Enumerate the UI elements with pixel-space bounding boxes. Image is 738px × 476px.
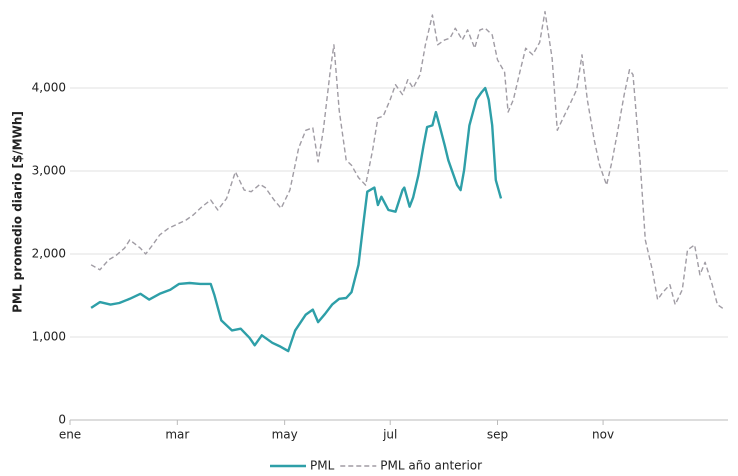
x-tick-label: jul <box>382 428 397 442</box>
x-tick-label: may <box>272 428 298 442</box>
y-tick-label: 0 <box>58 413 66 427</box>
x-tick-label: sep <box>487 428 508 442</box>
x-tick-label: ene <box>59 428 81 442</box>
y-axis-label: PML promedio diario [$/MWh] <box>11 111 25 313</box>
legend-label: PML año anterior <box>380 459 482 473</box>
legend-label: PML <box>310 459 335 473</box>
y-tick-label: 4,000 <box>32 81 66 95</box>
series-line <box>90 86 503 353</box>
y-tick-label: 3,000 <box>32 164 66 178</box>
series-line <box>90 10 725 311</box>
y-tick-label: 1,000 <box>32 330 66 344</box>
x-tick-label: nov <box>592 428 614 442</box>
y-tick-label: 2,000 <box>32 247 66 261</box>
x-tick-label: mar <box>165 428 189 442</box>
